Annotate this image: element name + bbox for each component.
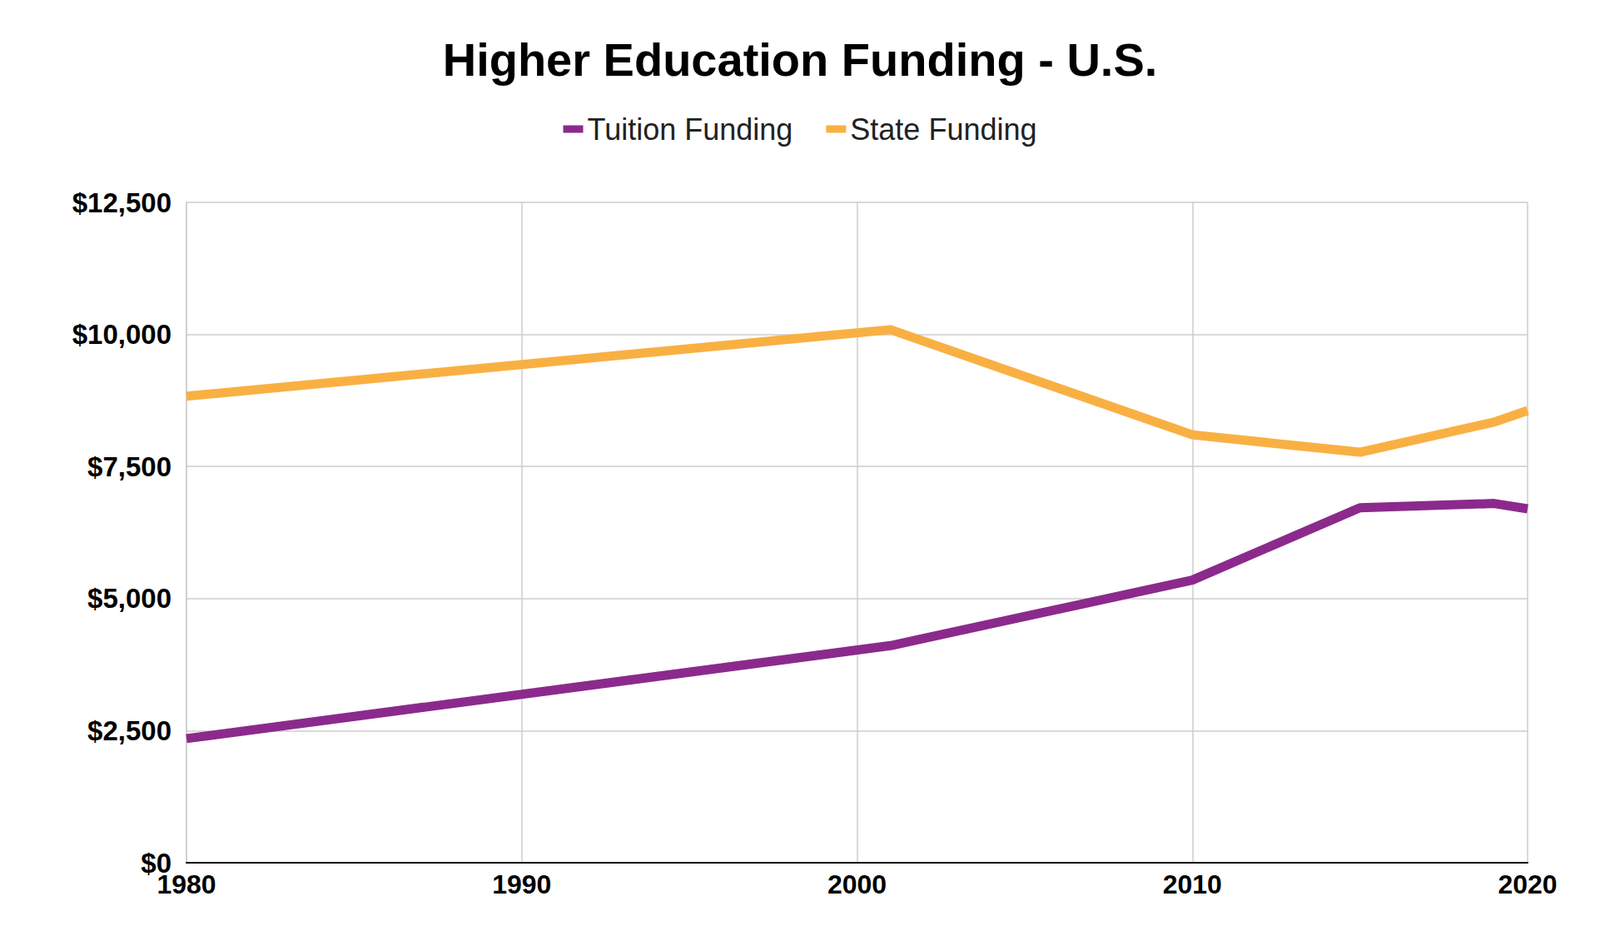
svg-text:1980: 1980 [156, 869, 216, 900]
svg-text:$10,000: $10,000 [72, 318, 172, 350]
svg-text:State Funding: State Funding [849, 112, 1037, 147]
svg-text:Higher Education Funding - U.S: Higher Education Funding - U.S. [442, 33, 1158, 86]
svg-text:1990: 1990 [491, 869, 552, 900]
svg-text:2020: 2020 [1497, 869, 1557, 900]
svg-text:2000: 2000 [827, 869, 887, 900]
svg-text:$7,500: $7,500 [87, 451, 172, 482]
svg-text:$5,000: $5,000 [87, 582, 172, 614]
svg-text:$0: $0 [140, 847, 172, 878]
svg-text:2010: 2010 [1162, 869, 1223, 900]
svg-text:$2,500: $2,500 [87, 715, 172, 746]
svg-text:Tuition Funding: Tuition Funding [587, 112, 794, 147]
svg-text:$12,500: $12,500 [72, 187, 172, 219]
